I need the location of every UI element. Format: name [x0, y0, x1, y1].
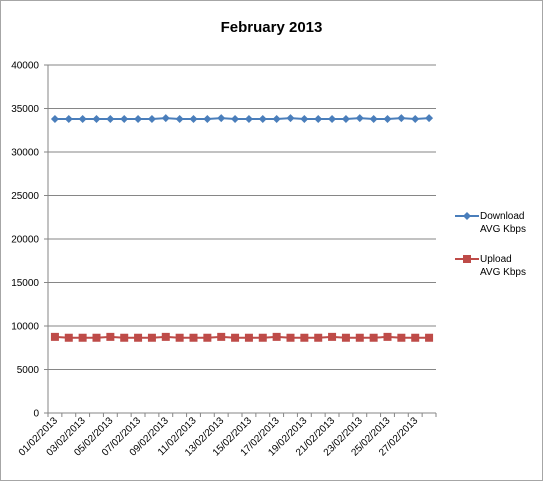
- data-point-upload: [383, 332, 392, 341]
- legend-label-upload-line2: AVG Kbps: [480, 267, 526, 278]
- data-point-upload: [341, 333, 350, 342]
- data-point-upload: [189, 333, 198, 342]
- data-point-download: [161, 114, 170, 123]
- data-point-download: [272, 114, 281, 123]
- data-point-upload: [328, 332, 337, 341]
- data-point-upload: [120, 333, 129, 342]
- series-line-download: [54, 117, 430, 120]
- legend-item-upload: Upload AVG Kbps: [454, 253, 540, 279]
- data-point-upload: [425, 333, 434, 342]
- data-point-download: [341, 114, 350, 123]
- data-point-upload: [314, 333, 323, 342]
- data-point-upload: [397, 333, 406, 342]
- chart-legend: Download AVG Kbps Upload AVG Kbps: [454, 210, 540, 296]
- data-point-download: [189, 114, 198, 123]
- data-point-download: [425, 114, 434, 123]
- data-point-download: [369, 114, 378, 123]
- data-point-upload: [231, 333, 240, 342]
- data-point-upload: [411, 333, 420, 342]
- data-point-upload: [244, 333, 253, 342]
- data-point-download: [106, 114, 115, 123]
- data-point-download: [120, 114, 129, 123]
- y-tick-label: 5000: [17, 365, 40, 376]
- data-point-download: [244, 114, 253, 123]
- data-point-upload: [272, 332, 281, 341]
- data-point-download: [92, 114, 101, 123]
- data-point-download: [217, 114, 226, 123]
- series-line-upload: [54, 335, 430, 339]
- data-point-upload: [161, 332, 170, 341]
- data-point-download: [203, 114, 212, 123]
- data-point-upload: [369, 333, 378, 342]
- data-point-download: [147, 114, 156, 123]
- legend-key-download: [454, 210, 480, 223]
- chart-title: February 2013: [220, 19, 323, 36]
- data-point-download: [286, 114, 295, 123]
- data-point-upload: [147, 333, 156, 342]
- data-point-upload: [92, 333, 101, 342]
- data-point-download: [355, 114, 364, 123]
- data-point-download: [134, 114, 143, 123]
- data-point-download: [328, 114, 337, 123]
- y-tick-label: 0: [33, 409, 39, 420]
- data-point-upload: [300, 333, 309, 342]
- legend-item-download: Download AVG Kbps: [454, 210, 540, 236]
- data-point-download: [383, 114, 392, 123]
- y-tick-label: 40000: [11, 61, 39, 72]
- data-point-download: [411, 114, 420, 123]
- y-tick-label: 10000: [11, 322, 39, 333]
- data-point-download: [50, 114, 59, 123]
- data-point-download: [300, 114, 309, 123]
- data-point-upload: [134, 333, 143, 342]
- data-point-upload: [106, 332, 115, 341]
- data-point-upload: [203, 333, 212, 342]
- legend-label-download-line2: AVG Kbps: [480, 224, 526, 235]
- y-tick-label: 30000: [11, 148, 39, 159]
- data-point-upload: [175, 333, 184, 342]
- y-tick-label: 15000: [11, 278, 39, 289]
- data-point-download: [64, 114, 73, 123]
- data-point-download: [258, 114, 267, 123]
- y-tick-label: 25000: [11, 191, 39, 202]
- data-point-upload: [64, 333, 73, 342]
- data-point-upload: [50, 332, 59, 341]
- data-point-download: [78, 114, 87, 123]
- data-point-upload: [217, 332, 226, 341]
- legend-label-upload-line1: Upload: [480, 254, 512, 265]
- y-tick-label: 35000: [11, 104, 39, 115]
- data-point-download: [231, 114, 240, 123]
- legend-label-download-line1: Download: [480, 211, 525, 222]
- data-point-upload: [355, 333, 364, 342]
- data-point-download: [397, 114, 406, 123]
- data-point-upload: [258, 333, 267, 342]
- data-point-download: [314, 114, 323, 123]
- y-tick-label: 20000: [11, 235, 39, 246]
- data-point-upload: [286, 333, 295, 342]
- legend-key-upload: [454, 253, 480, 266]
- data-point-download: [175, 114, 184, 123]
- data-point-upload: [78, 333, 87, 342]
